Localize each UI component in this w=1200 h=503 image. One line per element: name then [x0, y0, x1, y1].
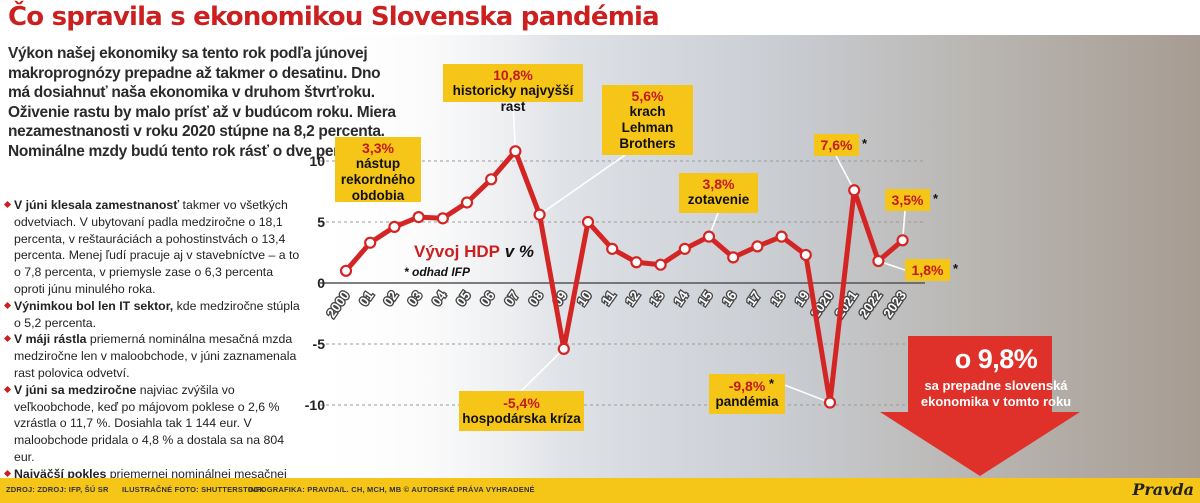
x-tick-label: 2022 — [856, 288, 885, 320]
data-point — [509, 145, 522, 158]
data-point — [557, 342, 570, 355]
y-tick-label: 0 — [317, 275, 325, 291]
callout-leader — [369, 201, 379, 243]
data-point — [799, 248, 812, 262]
data-point — [606, 242, 619, 255]
chart-note: * odhad IFP — [404, 265, 471, 279]
callout-2015: 3,8% zotavenie — [679, 173, 758, 213]
callout-2023-star: * — [933, 191, 939, 206]
data-point — [388, 220, 401, 233]
callout-2008: 5,6% krach Lehman Brothers — [602, 85, 693, 155]
footer-source: ZDROJ: ZDROJ: IFP, ŠÚ SR — [6, 485, 109, 494]
callout-2022-star: * — [953, 261, 959, 276]
x-tick-label: 03 — [404, 288, 425, 308]
data-point — [823, 396, 837, 409]
x-tick-label: 15 — [695, 288, 716, 308]
data-point — [654, 258, 667, 271]
y-tick-label: -5 — [313, 336, 326, 352]
x-tick-label: 2000 — [324, 288, 353, 320]
data-point — [339, 264, 353, 277]
footer-bar: ZDROJ: ZDROJ: IFP, ŠÚ SR ILUSTRAČNÉ FOTO… — [0, 478, 1200, 503]
callout-2020-star: * — [769, 376, 775, 391]
data-point — [460, 196, 474, 209]
footer-photo: ILUSTRAČNÉ FOTO: SHUTTERSTOCK — [122, 485, 266, 494]
callout-2023: 3,5% — [885, 189, 930, 211]
y-tick-label: -10 — [305, 397, 325, 413]
callout-2001: 3,3% nástup rekordného obdobia — [335, 137, 421, 203]
x-tick-label: 19 — [792, 288, 813, 308]
callout-2009: -5,4% hospodárska kríza — [459, 391, 584, 431]
x-tick-label: 17 — [743, 288, 764, 308]
callout-2021-star: * — [862, 136, 868, 151]
data-point — [678, 242, 691, 255]
big-callout-value: o 9,8% — [954, 344, 1038, 374]
x-tick-label: 2023 — [880, 288, 909, 320]
x-tick-label: 18 — [767, 288, 788, 308]
data-point — [702, 230, 716, 243]
y-tick-label: 5 — [317, 214, 325, 230]
bullet-list: V júni klesala zamestnanosť takmer vo vš… — [4, 197, 304, 503]
x-tick-label: 14 — [671, 287, 692, 308]
data-point — [727, 251, 740, 264]
x-tick-label: 16 — [719, 288, 740, 308]
callout-2007: 10,8% historicky najvyšší rast — [443, 64, 583, 114]
data-point — [775, 230, 788, 243]
x-tick-label: 08 — [525, 288, 546, 308]
x-tick-label: 11 — [598, 288, 618, 308]
data-point — [533, 208, 546, 221]
chart-grid — [320, 160, 925, 406]
x-axis: 2000 01 02 03 04 05 06 07 08 09 10 11 12 13 14 15 16 17 18… — [322, 286, 910, 322]
callout-2021: 7,6% — [814, 134, 859, 156]
bullet-item: V júni klesala zamestnanosť takmer vo vš… — [4, 197, 304, 298]
pravda-logo: Pravda — [1132, 480, 1194, 499]
x-tick-label: 04 — [429, 287, 450, 308]
chart-title: Vývoj HDP v % — [414, 242, 534, 261]
data-point — [436, 212, 449, 225]
x-tick-label: 07 — [501, 288, 522, 308]
data-point — [485, 173, 498, 186]
x-tick-label: 05 — [453, 288, 474, 308]
data-point — [848, 184, 861, 197]
intro-paragraph: Výkon našej ekonomiky sa tento rok podľa… — [8, 45, 396, 160]
data-point — [872, 254, 885, 268]
gdp-points — [339, 145, 909, 409]
big-down-arrow — [880, 336, 1080, 476]
bullet-item: V máji rástla priemerná nominálna mesačn… — [4, 331, 304, 381]
callout-leader — [520, 348, 565, 392]
callout-leader — [835, 155, 855, 191]
data-point — [412, 211, 425, 224]
y-axis: 10 5 0 -5 -10 — [305, 153, 325, 413]
callout-leader — [512, 101, 517, 152]
bullet-item: V júni sa medziročne najviac zvýšila vo … — [4, 382, 304, 466]
data-point — [364, 236, 377, 249]
x-tick-label: 12 — [622, 288, 643, 308]
x-tick-label: 2021 — [832, 288, 861, 320]
headline: Čo spravila s ekonomikou Slovenska pandé… — [8, 2, 660, 32]
big-callout-text: sa prepadne slovenská ekonomika v tomto … — [920, 378, 1072, 409]
x-tick-label: 02 — [380, 288, 401, 308]
callout-2020: -9,8% pandémia — [709, 374, 785, 414]
x-tick-label: 01 — [356, 288, 377, 308]
data-point — [751, 240, 764, 253]
x-tick-label: 13 — [646, 288, 667, 308]
callout-2022: 1,8% — [905, 259, 950, 281]
bullet-item: Výnimkou bol len IT sektor, kde medziroč… — [4, 298, 304, 332]
data-point — [581, 215, 595, 229]
data-point — [896, 234, 909, 247]
x-tick-label: 06 — [477, 288, 498, 308]
footer-infographic: INFOGRAFIKA: PRAVDA/L. CH, MCH, MB © AUT… — [248, 485, 535, 494]
y-tick-label: 10 — [309, 153, 325, 169]
data-point — [630, 256, 643, 269]
callout-leader — [539, 154, 626, 216]
